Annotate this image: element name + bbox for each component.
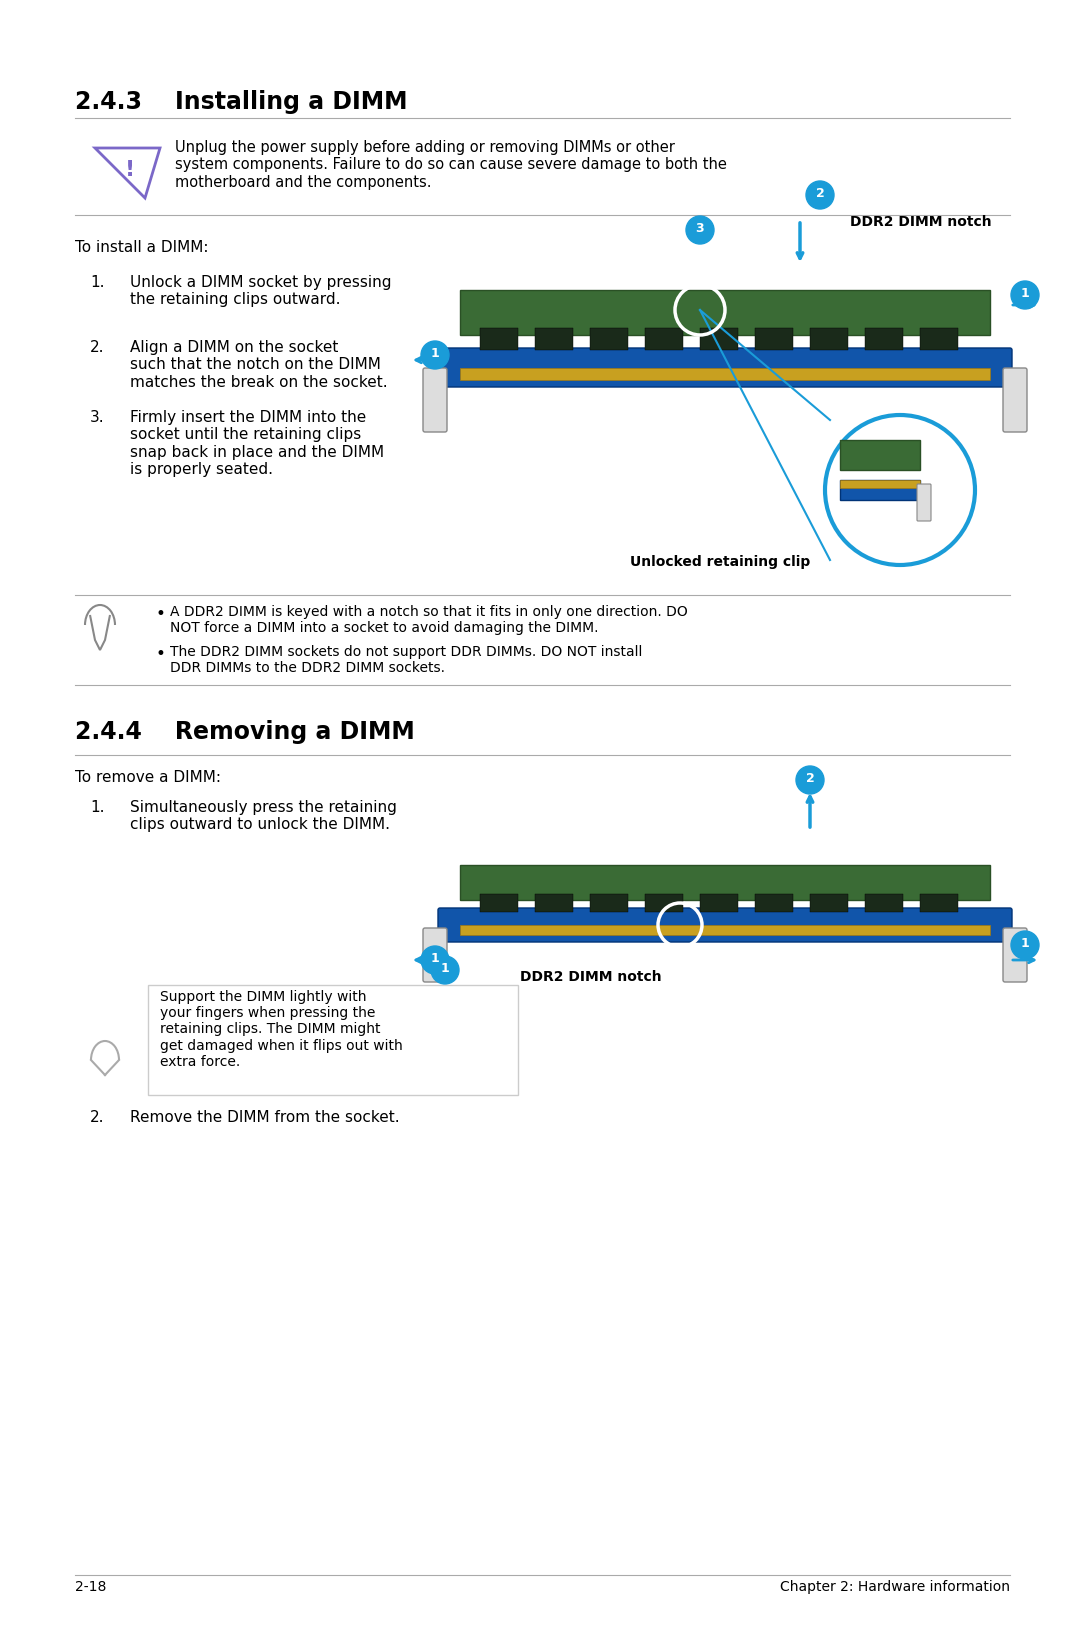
Circle shape — [421, 342, 449, 369]
Text: 1: 1 — [1021, 937, 1029, 950]
FancyBboxPatch shape — [810, 329, 848, 350]
FancyBboxPatch shape — [810, 893, 848, 913]
FancyBboxPatch shape — [920, 329, 958, 350]
Text: 3: 3 — [696, 221, 704, 234]
Text: 2: 2 — [806, 771, 814, 784]
FancyBboxPatch shape — [535, 329, 573, 350]
Text: 1.: 1. — [90, 800, 105, 815]
Text: 1: 1 — [431, 952, 440, 965]
FancyBboxPatch shape — [840, 480, 920, 499]
FancyBboxPatch shape — [1003, 927, 1027, 983]
Text: 1: 1 — [1021, 286, 1029, 299]
Text: •: • — [156, 605, 165, 623]
Text: Align a DIMM on the socket
such that the notch on the DIMM
matches the break on : Align a DIMM on the socket such that the… — [130, 340, 388, 390]
Text: Unplug the power supply before adding or removing DIMMs or other
system componen: Unplug the power supply before adding or… — [175, 140, 727, 190]
Text: DDR2 DIMM notch: DDR2 DIMM notch — [850, 215, 991, 229]
Circle shape — [686, 216, 714, 244]
Circle shape — [1011, 281, 1039, 309]
Text: 2.4.4    Removing a DIMM: 2.4.4 Removing a DIMM — [75, 721, 415, 744]
Text: Firmly insert the DIMM into the
socket until the retaining clips
snap back in pl: Firmly insert the DIMM into the socket u… — [130, 410, 384, 477]
Text: Simultaneously press the retaining
clips outward to unlock the DIMM.: Simultaneously press the retaining clips… — [130, 800, 396, 833]
FancyBboxPatch shape — [645, 893, 683, 913]
FancyBboxPatch shape — [917, 483, 931, 521]
FancyBboxPatch shape — [423, 927, 447, 983]
Circle shape — [796, 766, 824, 794]
FancyBboxPatch shape — [840, 439, 920, 470]
Text: DDR2 DIMM notch: DDR2 DIMM notch — [519, 970, 662, 984]
Circle shape — [421, 945, 449, 975]
FancyBboxPatch shape — [755, 893, 793, 913]
FancyBboxPatch shape — [535, 893, 573, 913]
FancyBboxPatch shape — [645, 329, 683, 350]
FancyBboxPatch shape — [590, 893, 627, 913]
Text: 2.: 2. — [90, 340, 105, 355]
FancyBboxPatch shape — [590, 329, 627, 350]
FancyBboxPatch shape — [480, 893, 518, 913]
Text: Chapter 2: Hardware information: Chapter 2: Hardware information — [780, 1580, 1010, 1594]
Text: Unlocked retaining clip: Unlocked retaining clip — [630, 555, 810, 569]
FancyBboxPatch shape — [1003, 368, 1027, 433]
Text: To remove a DIMM:: To remove a DIMM: — [75, 770, 221, 784]
Text: To install a DIMM:: To install a DIMM: — [75, 241, 208, 255]
Text: Unlock a DIMM socket by pressing
the retaining clips outward.: Unlock a DIMM socket by pressing the ret… — [130, 275, 391, 308]
FancyBboxPatch shape — [438, 908, 1012, 942]
Text: •: • — [156, 644, 165, 662]
Text: 1.: 1. — [90, 275, 105, 290]
FancyBboxPatch shape — [460, 926, 990, 936]
Text: 3.: 3. — [90, 410, 105, 425]
Text: !: ! — [125, 159, 135, 181]
Text: 2.: 2. — [90, 1110, 105, 1124]
Circle shape — [431, 957, 459, 984]
Text: Support the DIMM lightly with
your fingers when pressing the
retaining clips. Th: Support the DIMM lightly with your finge… — [160, 989, 403, 1069]
Text: 1: 1 — [441, 962, 449, 975]
FancyBboxPatch shape — [700, 893, 738, 913]
Text: A DDR2 DIMM is keyed with a notch so that it fits in only one direction. DO
NOT : A DDR2 DIMM is keyed with a notch so tha… — [170, 605, 688, 635]
FancyBboxPatch shape — [423, 368, 447, 433]
FancyBboxPatch shape — [840, 480, 920, 488]
Circle shape — [1011, 931, 1039, 958]
FancyBboxPatch shape — [438, 348, 1012, 387]
FancyBboxPatch shape — [700, 329, 738, 350]
Circle shape — [806, 181, 834, 208]
Text: The DDR2 DIMM sockets do not support DDR DIMMs. DO NOT install
DDR DIMMs to the : The DDR2 DIMM sockets do not support DDR… — [170, 644, 643, 675]
FancyBboxPatch shape — [460, 290, 990, 335]
FancyBboxPatch shape — [755, 329, 793, 350]
FancyBboxPatch shape — [920, 893, 958, 913]
Text: 1: 1 — [431, 347, 440, 360]
FancyBboxPatch shape — [865, 893, 903, 913]
Text: Remove the DIMM from the socket.: Remove the DIMM from the socket. — [130, 1110, 400, 1124]
FancyBboxPatch shape — [480, 329, 518, 350]
FancyBboxPatch shape — [460, 866, 990, 900]
Text: 2: 2 — [815, 187, 824, 200]
Text: 2-18: 2-18 — [75, 1580, 106, 1594]
FancyBboxPatch shape — [460, 368, 990, 381]
FancyBboxPatch shape — [148, 984, 518, 1095]
Text: 2.4.3    Installing a DIMM: 2.4.3 Installing a DIMM — [75, 89, 407, 114]
FancyBboxPatch shape — [865, 329, 903, 350]
